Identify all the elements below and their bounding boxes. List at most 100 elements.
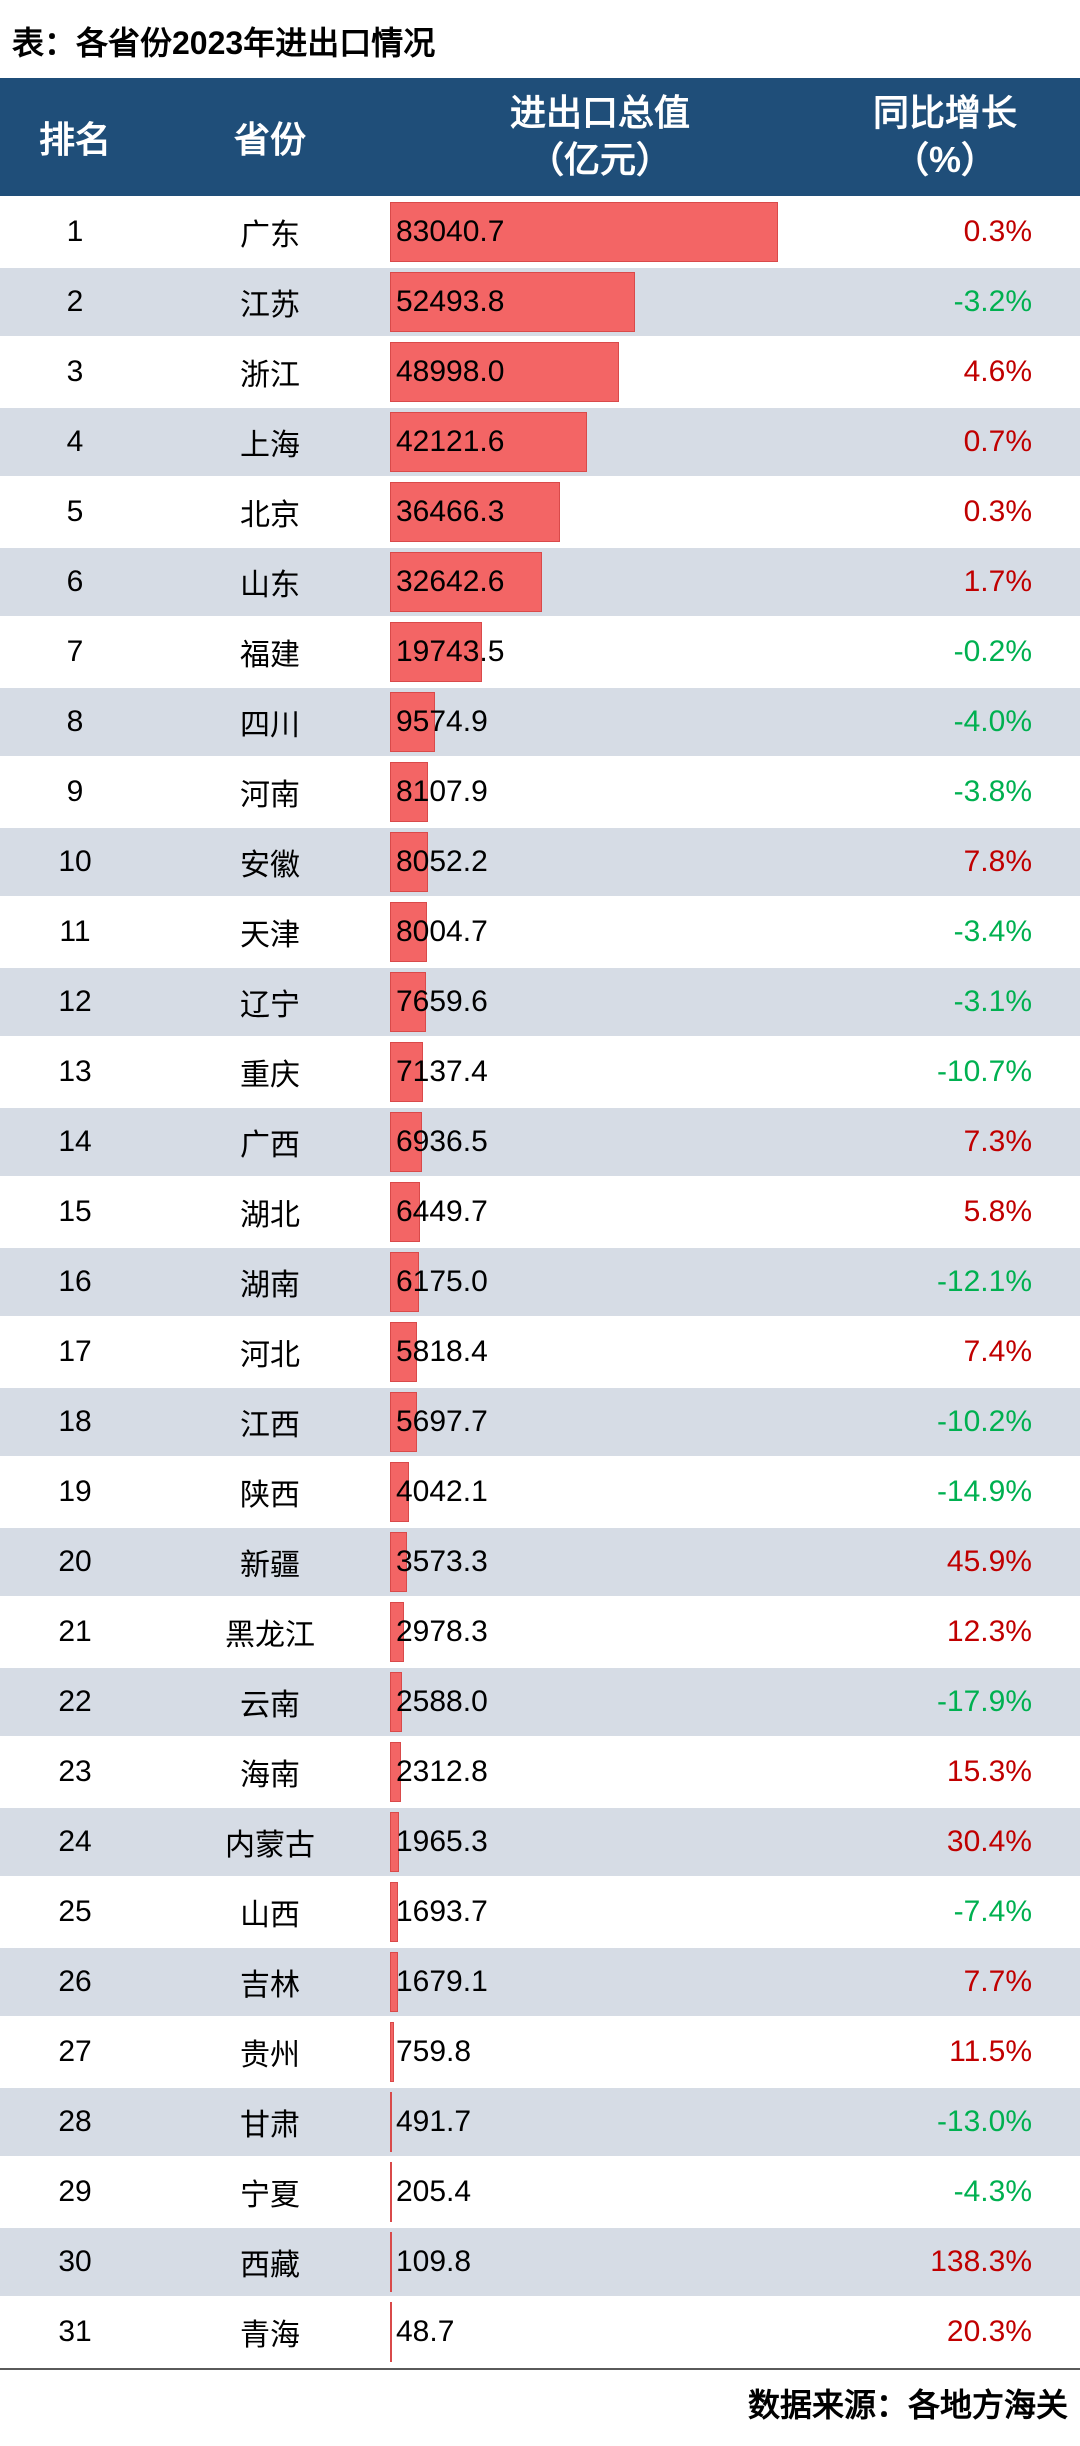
cell-rank: 5: [0, 478, 150, 546]
cell-province: 辽宁: [150, 968, 390, 1036]
cell-value: 109.8: [390, 2228, 810, 2296]
value-label: 2312.8: [390, 1755, 488, 1789]
table-row: 7福建19743.5-0.2%: [0, 618, 1080, 688]
cell-yoy: 0.3%: [810, 478, 1080, 546]
cell-rank: 18: [0, 1388, 150, 1456]
cell-yoy: 138.3%: [810, 2228, 1080, 2296]
table-row: 21黑龙江2978.312.3%: [0, 1598, 1080, 1668]
cell-yoy: -3.1%: [810, 968, 1080, 1036]
cell-yoy: -0.2%: [810, 618, 1080, 686]
cell-province: 河北: [150, 1318, 390, 1386]
cell-province: 四川: [150, 688, 390, 756]
table-row: 5北京36466.3 0.3%: [0, 478, 1080, 548]
table-title: 表：各省份2023年进出口情况: [0, 0, 1080, 78]
cell-province: 湖南: [150, 1248, 390, 1316]
table-row: 28甘肃491.7-13.0%: [0, 2088, 1080, 2158]
value-label: 3573.3: [390, 1545, 488, 1579]
table-row: 1广东83040.70.3%: [0, 198, 1080, 268]
cell-rank: 27: [0, 2018, 150, 2086]
cell-value: 5818.4: [390, 1318, 810, 1386]
table-row: 16湖南6175.0-12.1%: [0, 1248, 1080, 1318]
cell-yoy: -3.2%: [810, 268, 1080, 336]
value-label: 109.8: [390, 2245, 471, 2279]
cell-value: 7659.6: [390, 968, 810, 1036]
cell-province: 内蒙古: [150, 1808, 390, 1876]
cell-rank: 7: [0, 618, 150, 686]
cell-rank: 1: [0, 198, 150, 266]
table-row: 6山东32642.61.7%: [0, 548, 1080, 618]
value-label: 8107.9: [390, 775, 488, 809]
value-label: 36466.3: [390, 495, 504, 529]
table-row: 19陕西4042.1-14.9%: [0, 1458, 1080, 1528]
cell-province: 上海: [150, 408, 390, 476]
cell-value: 5697.7: [390, 1388, 810, 1456]
cell-yoy: -14.9%: [810, 1458, 1080, 1526]
cell-yoy: -7.4%: [810, 1878, 1080, 1946]
table-row: 26吉林1679.17.7%: [0, 1948, 1080, 2018]
cell-value: 2312.8: [390, 1738, 810, 1806]
cell-value: 491.7: [390, 2088, 810, 2156]
table-row: 13重庆7137.4-10.7%: [0, 1038, 1080, 1108]
table-row: 31青海48.720.3%: [0, 2298, 1080, 2368]
cell-province: 福建: [150, 618, 390, 686]
cell-rank: 31: [0, 2298, 150, 2366]
cell-value: 4042.1: [390, 1458, 810, 1526]
cell-rank: 26: [0, 1948, 150, 2016]
cell-province: 海南: [150, 1738, 390, 1806]
table-row: 2江苏52493.8-3.2%: [0, 268, 1080, 338]
cell-province: 甘肃: [150, 2088, 390, 2156]
value-label: 491.7: [390, 2105, 471, 2139]
cell-yoy: -4.3%: [810, 2158, 1080, 2226]
cell-value: 2588.0: [390, 1668, 810, 1736]
cell-rank: 23: [0, 1738, 150, 1806]
cell-rank: 14: [0, 1108, 150, 1176]
value-label: 759.8: [390, 2035, 471, 2069]
cell-rank: 12: [0, 968, 150, 1036]
cell-value: 1965.3: [390, 1808, 810, 1876]
cell-rank: 25: [0, 1878, 150, 1946]
cell-rank: 10: [0, 828, 150, 896]
value-label: 42121.6: [390, 425, 504, 459]
table-row: 25山西1693.7 -7.4%: [0, 1878, 1080, 1948]
cell-province: 宁夏: [150, 2158, 390, 2226]
cell-province: 山东: [150, 548, 390, 616]
cell-province: 陕西: [150, 1458, 390, 1526]
cell-province: 天津: [150, 898, 390, 966]
value-label: 2588.0: [390, 1685, 488, 1719]
table-row: 17河北5818.47.4%: [0, 1318, 1080, 1388]
cell-rank: 6: [0, 548, 150, 616]
cell-province: 河南: [150, 758, 390, 826]
cell-yoy: 30.4%: [810, 1808, 1080, 1876]
cell-province: 青海: [150, 2298, 390, 2366]
value-label: 9574.9: [390, 705, 488, 739]
header-value: 进出口总值 （亿元）: [390, 90, 810, 184]
cell-rank: 8: [0, 688, 150, 756]
table-row: 8四川9574.9-4.0%: [0, 688, 1080, 758]
cell-yoy: 4.6%: [810, 338, 1080, 406]
cell-value: 6449.7: [390, 1178, 810, 1246]
cell-value: 19743.5: [390, 618, 810, 686]
cell-yoy: 5.8%: [810, 1178, 1080, 1246]
cell-province: 北京: [150, 478, 390, 546]
cell-value: 36466.3: [390, 478, 810, 546]
table-row: 3浙江48998.04.6%: [0, 338, 1080, 408]
value-label: 1693.7: [390, 1895, 488, 1929]
value-label: 5697.7: [390, 1405, 488, 1439]
cell-province: 黑龙江: [150, 1598, 390, 1666]
table-row: 9河南8107.9-3.8%: [0, 758, 1080, 828]
cell-value: 205.4: [390, 2158, 810, 2226]
value-label: 1965.3: [390, 1825, 488, 1859]
cell-province: 山西: [150, 1878, 390, 1946]
cell-province: 江西: [150, 1388, 390, 1456]
value-label: 6175.0: [390, 1265, 488, 1299]
value-label: 48998.0: [390, 355, 504, 389]
cell-yoy: 11.5%: [810, 2018, 1080, 2086]
table-row: 11天津8004.7-3.4%: [0, 898, 1080, 968]
cell-yoy: 0.7%: [810, 408, 1080, 476]
cell-rank: 17: [0, 1318, 150, 1386]
value-label: 2978.3: [390, 1615, 488, 1649]
table-row: 12辽宁7659.6-3.1%: [0, 968, 1080, 1038]
cell-rank: 28: [0, 2088, 150, 2156]
value-label: 4042.1: [390, 1475, 488, 1509]
cell-value: 32642.6: [390, 548, 810, 616]
